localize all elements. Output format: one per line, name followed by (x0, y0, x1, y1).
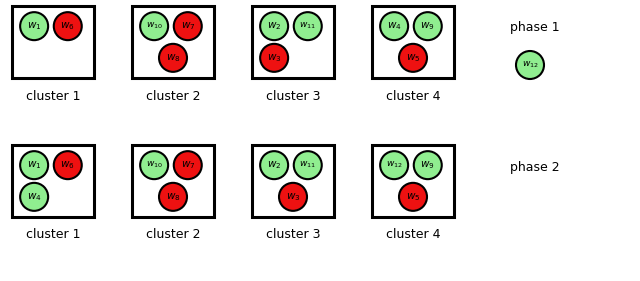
Circle shape (174, 151, 202, 179)
Text: $w_4$: $w_4$ (27, 191, 42, 203)
Text: $w_{12}$: $w_{12}$ (386, 160, 403, 170)
Circle shape (54, 12, 82, 40)
Circle shape (54, 151, 82, 179)
Text: $w_1$: $w_1$ (27, 20, 42, 32)
Circle shape (294, 12, 322, 40)
Circle shape (159, 44, 187, 72)
Circle shape (20, 12, 48, 40)
Text: $w_3$: $w_3$ (285, 191, 300, 203)
Text: $w_{11}$: $w_{11}$ (300, 160, 316, 170)
Circle shape (140, 12, 168, 40)
Text: $w_5$: $w_5$ (406, 191, 420, 203)
Text: $w_1$: $w_1$ (27, 159, 42, 171)
Bar (372, 145, 454, 217)
Text: $w_{11}$: $w_{11}$ (300, 21, 316, 31)
Circle shape (174, 12, 202, 40)
Circle shape (380, 12, 408, 40)
Text: $w_8$: $w_8$ (166, 52, 180, 64)
Bar (252, 6, 334, 78)
Text: cluster 2: cluster 2 (146, 90, 200, 103)
Text: $w_6$: $w_6$ (60, 159, 75, 171)
Bar (372, 6, 454, 78)
Text: cluster 4: cluster 4 (386, 228, 440, 241)
Circle shape (159, 183, 187, 211)
Circle shape (399, 44, 427, 72)
Text: $w_6$: $w_6$ (60, 20, 75, 32)
Text: phase 2: phase 2 (510, 162, 559, 175)
Circle shape (279, 183, 307, 211)
Circle shape (516, 51, 544, 79)
Circle shape (260, 12, 288, 40)
Text: phase 1: phase 1 (510, 22, 559, 35)
Text: $w_3$: $w_3$ (267, 52, 282, 64)
Text: cluster 3: cluster 3 (266, 90, 320, 103)
Bar (12, 6, 94, 78)
Text: $w_5$: $w_5$ (406, 52, 420, 64)
Text: $w_{12}$: $w_{12}$ (522, 60, 538, 70)
Circle shape (260, 151, 288, 179)
Text: $w_2$: $w_2$ (267, 159, 282, 171)
Text: $w_7$: $w_7$ (180, 20, 195, 32)
Circle shape (414, 151, 442, 179)
Circle shape (140, 151, 168, 179)
Text: $w_2$: $w_2$ (267, 20, 282, 32)
Circle shape (20, 183, 48, 211)
Bar (252, 145, 334, 217)
Bar (132, 145, 214, 217)
Text: cluster 1: cluster 1 (26, 228, 80, 241)
Text: $w_4$: $w_4$ (387, 20, 401, 32)
Text: cluster 1: cluster 1 (26, 90, 80, 103)
Text: $w_{10}$: $w_{10}$ (146, 160, 163, 170)
Text: $w_9$: $w_9$ (420, 20, 435, 32)
Circle shape (20, 151, 48, 179)
Circle shape (294, 151, 322, 179)
Text: cluster 3: cluster 3 (266, 228, 320, 241)
Bar (132, 6, 214, 78)
Text: $w_8$: $w_8$ (166, 191, 180, 203)
Circle shape (414, 12, 442, 40)
Circle shape (260, 44, 288, 72)
Circle shape (399, 183, 427, 211)
Text: cluster 2: cluster 2 (146, 228, 200, 241)
Bar (12, 145, 94, 217)
Circle shape (380, 151, 408, 179)
Text: cluster 4: cluster 4 (386, 90, 440, 103)
Text: $w_7$: $w_7$ (180, 159, 195, 171)
Text: $w_9$: $w_9$ (420, 159, 435, 171)
Text: $w_{10}$: $w_{10}$ (146, 21, 163, 31)
